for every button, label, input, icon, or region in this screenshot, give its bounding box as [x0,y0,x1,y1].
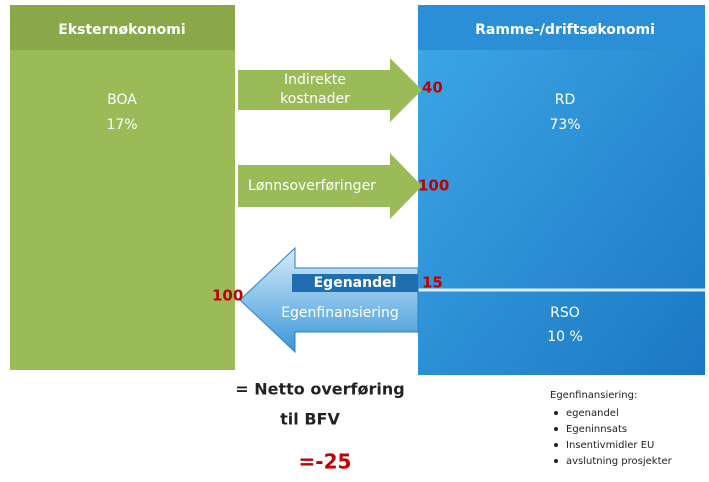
summary-line: til BFV [280,410,340,429]
left-label: BOA [107,92,137,108]
note-item: avslutning prosjekter [566,456,673,467]
arrow-label: Lønnsoverføringer [248,178,376,194]
amount: 15 [422,274,443,292]
label-strip [292,274,418,292]
summary-line: = Netto overføring [235,380,404,399]
left-box [10,5,235,370]
right-header [418,5,705,50]
arrow-left [239,246,419,354]
note-item: egenandel [566,408,619,419]
amount: 40 [422,79,443,97]
bullet [554,411,558,415]
arrow-label: kostnader [280,91,350,107]
amount: 100 [418,177,449,195]
left-header [10,5,235,50]
right-header-text: Ramme-/driftsøkonomi [475,22,655,38]
arrow-label: Egenfinansiering [281,305,399,321]
arrow-right [238,58,422,122]
note-item: Egeninnsats [566,424,627,435]
note-title: Egenfinansiering: [550,390,637,401]
note-list: egenandel Egeninnsats Insentivmidler EU avs… [554,408,673,467]
left-header-text: Eksternøkonomi [58,22,185,38]
left-share: 17% [106,117,137,133]
arrow-label: Egenandel [314,275,397,291]
right-lower-label: RSO [550,305,580,321]
arrow-right [238,153,422,219]
right-share: 73% [549,117,580,133]
right-label: RD [555,92,576,108]
note-item: Insentivmidler EU [566,440,654,451]
summary-result: =-25 [299,450,352,474]
right-box [418,5,705,375]
bullet [554,443,558,447]
amount: 100 [212,287,243,305]
bullet [554,427,558,431]
bullet [554,459,558,463]
right-lower-share: 10 % [547,329,583,345]
arrow-label: Indirekte [284,72,346,88]
